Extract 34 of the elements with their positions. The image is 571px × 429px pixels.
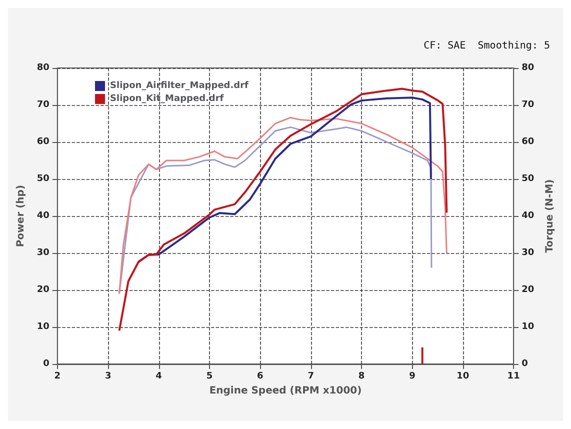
y-tick-label: 60 [36,137,50,147]
y2-axis-title: Torque (N-M) [544,179,556,253]
y2-tick-label: 20 [522,285,534,295]
y2-tick-label: 60 [522,137,534,147]
y2-tick-label: 0 [522,359,528,369]
x-tick-label: 2 [54,372,61,382]
x-tick-label: 7 [308,372,314,382]
y-tick-label: 20 [36,285,50,295]
y-tick-label: 10 [36,322,50,332]
legend-label: Slipon_Kit_Mapped.drf [110,94,224,104]
y-axis-title: Power (hp) [16,184,26,248]
y-tick-label: 80 [36,63,50,73]
y2-tick-label: 10 [522,322,534,332]
x-tick-label: 6 [257,372,264,382]
y2-tick-label: 40 [522,211,534,221]
legend-label: Slipon_Airfilter_Mapped.drf [110,81,249,91]
x-tick-label: 10 [456,372,470,382]
x-tick-label: 8 [358,372,365,382]
y2-tick-label: 80 [522,63,534,73]
y2-tick-label: 30 [522,248,534,258]
y-tick-label: 0 [43,359,50,369]
y-tick-label: 40 [36,211,50,221]
x-tick-label: 11 [507,372,520,382]
x-tick-label: 4 [156,372,162,382]
y-tick-label: 70 [36,100,50,110]
y2-tick-label: 70 [522,100,534,110]
x-tick-label: 5 [206,372,213,382]
x-axis-title: Engine Speed (RPM x1000) [209,385,362,396]
y-tick-label: 30 [36,248,50,258]
x-tick-label: 3 [104,372,112,382]
text: CF: SAE Smoothing: 5 [424,40,550,52]
x-tick-label: 9 [409,372,416,382]
y-tick-label: 50 [36,174,50,184]
y2-tick-label: 50 [522,174,534,184]
